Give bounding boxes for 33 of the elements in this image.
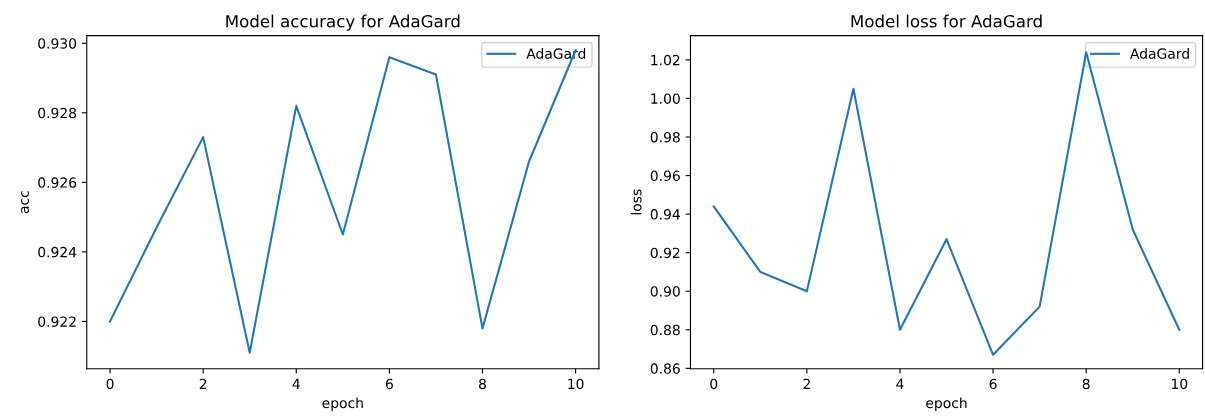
x-tick-label: 4 [896,378,904,389]
y-tick-label: 0.930 [38,38,77,49]
x-tick-label: 8 [1082,378,1090,390]
y-tick-label: 0.922 [38,316,76,327]
x-tick-label: 10 [1172,378,1188,390]
y-tick-label: 0.94 [650,209,680,220]
x-tick-label: 0 [106,378,114,390]
y-tick-label: 0.86 [650,363,680,374]
y-tick-label: 0.90 [650,286,680,297]
x-tick-label: 2 [803,378,810,389]
x-tick-label: 4 [292,378,300,389]
x-axis-title: epoch [926,397,967,411]
y-tick-label: 0.924 [38,246,77,258]
y-tick-label: 0.96 [650,170,680,182]
x-axis-title: epoch [322,397,363,411]
legend-label: AdaGard [1130,48,1189,59]
x-tick-label: 0 [710,378,718,390]
y-axis-title: loss [630,189,642,215]
y-tick-label: 0.926 [38,177,77,188]
y-tick-label: 1.00 [651,93,680,104]
y-tick-label: 0.92 [650,247,680,259]
chart-title: Model loss for AdaGard [851,14,1042,28]
x-tick-label: 2 [199,378,207,389]
y-axis-title: acc [21,191,30,214]
y-tick-label: 1.02 [651,54,680,66]
x-tick-label: 8 [479,378,486,390]
x-tick-label: 6 [385,378,393,390]
x-tick-label: 10 [568,378,584,390]
y-tick-label: 0.928 [38,107,77,119]
y-tick-label: 0.88 [650,324,680,336]
x-tick-label: 6 [989,378,997,390]
chart-title: Model accuracy for AdaGard [226,14,460,31]
y-tick-label: 0.98 [650,131,680,143]
